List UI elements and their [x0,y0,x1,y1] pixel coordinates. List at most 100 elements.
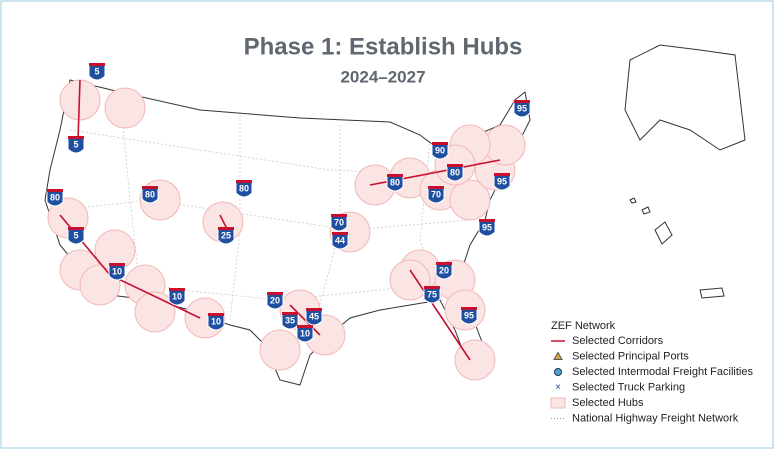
shield-label: 95 [497,176,507,186]
shield [207,314,225,331]
title: Phase 1: Establish Hubs [244,33,523,60]
legend-item: Selected Hubs [572,397,644,409]
shield-top [68,136,84,139]
shield [427,187,445,204]
shield-label: 10 [300,328,310,338]
shield-label: 35 [285,315,295,325]
corridor [289,304,321,336]
shield-label: 75 [427,289,437,299]
legend-symbol [554,368,562,376]
shield-top [387,174,403,177]
shield-label: 10 [211,316,221,326]
legend: ZEF Network Selected Corridors Selected P… [550,320,753,424]
shield-top [428,186,444,189]
shield-label: 5 [73,230,78,240]
shield-top [297,325,313,328]
shield-label: 5 [94,66,99,76]
shield [67,137,85,154]
legend-item: Selected Principal Ports [572,350,689,362]
hub [454,339,496,381]
shield-top [47,189,63,192]
shield [446,165,464,182]
legend-item: Selected Intermodal Freight Facilities [572,366,753,378]
shield-label: 5 [73,139,78,149]
shield [217,228,235,245]
shield [88,64,106,81]
shield [305,309,323,326]
shield [108,264,126,281]
shield [266,293,284,310]
shield-label: 80 [50,192,60,202]
shield-top [432,142,448,145]
shield-label: 80 [145,189,155,199]
shield [431,143,449,160]
legend-x: × [555,382,561,393]
shield [330,215,348,232]
shield-top [494,173,510,176]
shield [67,228,85,245]
shield-label: 70 [431,189,441,199]
shield-label: 10 [112,266,122,276]
shield-label: 80 [450,167,460,177]
shield [296,326,314,343]
shield-label: 20 [439,265,449,275]
shield [423,287,441,304]
shields: 5 5 95 90 80 80 95 70 80 80 80 5 25 70 44 10 10 10 20 35 45 1… [46,63,531,343]
shield [331,233,349,250]
shield-top [109,263,125,266]
shield-top [142,186,158,189]
hub [449,179,491,221]
legend-title: ZEF Network [551,320,616,332]
shield-label: 45 [309,311,319,321]
subtitle: 2024–2027 [340,67,425,86]
puerto-rico [699,287,725,299]
shield-top [208,313,224,316]
shield [460,308,478,325]
shield-label: 20 [270,295,280,305]
hub [484,124,526,166]
shield-label: 10 [172,291,182,301]
legend-item: Selected Corridors [572,335,664,347]
corridor [77,79,81,141]
shield-label: 44 [335,235,345,245]
shield [168,289,186,306]
shield-top [332,232,348,235]
shield-top [331,214,347,217]
shield-top [306,308,322,311]
alaska [624,44,746,151]
shield-top [514,100,530,103]
shield-label: 80 [239,183,249,193]
shield-top [461,307,477,310]
shield-top [479,219,495,222]
shield-top [282,312,298,315]
hub [259,329,301,371]
shield [513,101,531,118]
shield-label: 95 [482,222,492,232]
shield-label: 90 [435,145,445,155]
hawaii [629,197,673,245]
shield-label: 25 [221,230,231,240]
hub [104,87,146,129]
shield-top [89,63,105,66]
shield-label: 95 [517,103,527,113]
shield [478,220,496,237]
hub [389,259,431,301]
legend-symbol [550,397,566,409]
shield-top [447,164,463,167]
corridor [409,269,471,361]
shield-top [218,227,234,230]
shield-label: 70 [334,217,344,227]
shield [46,190,64,207]
legend-symbol [553,351,563,360]
shield-label: 80 [390,177,400,187]
shield [235,181,253,198]
shield [435,263,453,280]
shield-top [236,180,252,183]
shield-top [169,288,185,291]
shield [141,187,159,204]
shield [386,175,404,192]
shield-top [436,262,452,265]
legend-item: Selected Truck Parking [572,381,685,393]
legend-item: National Highway Freight Network [572,412,739,424]
